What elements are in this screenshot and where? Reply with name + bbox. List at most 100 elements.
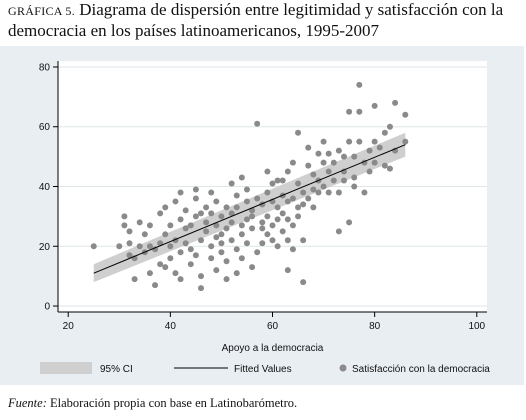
data-point — [136, 219, 143, 226]
chart-title: GRÁFICA 5. Diagrama de dispersión entre … — [8, 0, 523, 40]
data-point — [254, 120, 261, 127]
y-tick-label: 40 — [39, 182, 51, 193]
data-point — [157, 210, 164, 217]
data-point — [213, 267, 220, 274]
data-point — [284, 237, 291, 244]
data-point — [177, 216, 184, 223]
legend-points-label: Satisfacción con la democracia — [352, 364, 490, 375]
data-point — [223, 258, 230, 265]
data-point — [346, 219, 353, 226]
data-point — [310, 186, 317, 193]
data-point — [300, 189, 307, 196]
x-tick-label: 60 — [267, 321, 279, 332]
legend-ci-label: 95% CI — [100, 364, 133, 375]
data-point — [192, 252, 199, 259]
data-point — [182, 240, 189, 247]
data-point — [203, 219, 210, 226]
data-point — [213, 222, 220, 229]
data-point — [346, 138, 353, 145]
data-point — [233, 204, 240, 211]
data-point — [126, 252, 133, 259]
data-point — [315, 150, 322, 157]
data-point — [254, 195, 261, 202]
data-point — [320, 183, 327, 190]
source-label: Fuente: — [8, 396, 47, 410]
data-point — [126, 240, 133, 247]
data-point — [146, 222, 153, 229]
legend-fit-label: Fitted Values — [234, 364, 292, 375]
legend-points-swatch — [339, 364, 347, 372]
data-point — [335, 228, 342, 235]
data-point — [269, 180, 276, 187]
x-tick-label: 80 — [369, 321, 381, 332]
data-point — [228, 237, 235, 244]
source-note: Fuente: Elaboración propia con base en L… — [8, 396, 297, 411]
data-point — [371, 138, 378, 145]
data-point — [320, 138, 327, 145]
data-point — [121, 213, 128, 220]
data-point — [264, 189, 271, 196]
data-point — [213, 198, 220, 205]
data-point — [233, 246, 240, 253]
data-point — [300, 237, 307, 244]
y-tick-label: 60 — [39, 122, 51, 133]
data-point — [259, 225, 266, 232]
data-point — [402, 111, 409, 118]
data-point — [233, 270, 240, 277]
data-point — [167, 255, 174, 262]
data-point — [167, 243, 174, 250]
data-point — [284, 267, 291, 274]
data-point — [254, 249, 261, 256]
data-point — [192, 195, 199, 202]
data-point — [300, 201, 307, 208]
data-point — [238, 231, 245, 238]
data-point — [198, 237, 204, 244]
data-point — [203, 204, 210, 211]
data-point — [203, 228, 210, 235]
data-point — [320, 159, 327, 166]
data-point — [279, 228, 286, 235]
chart-panel: 0 20 40 60 80 20 40 60 80 100 Apoyo a la democraci… — [0, 46, 524, 385]
data-point — [162, 204, 169, 211]
data-point — [366, 168, 373, 175]
data-point — [223, 276, 230, 283]
data-point — [177, 249, 184, 256]
data-point — [325, 168, 332, 175]
x-axis-title: Apoyo a la democracia — [222, 343, 324, 354]
data-point — [198, 285, 204, 292]
data-point — [274, 204, 281, 211]
data-point — [146, 270, 153, 277]
scatter-chart: 0 20 40 60 80 20 40 60 80 100 Apoyo a la democraci… — [39, 61, 490, 375]
data-point — [121, 222, 128, 229]
data-point — [233, 192, 240, 199]
data-point — [218, 213, 225, 220]
data-point — [341, 177, 347, 184]
data-point — [305, 162, 312, 169]
data-point — [289, 246, 296, 253]
data-point — [136, 243, 143, 250]
data-point — [259, 240, 266, 247]
data-point — [228, 210, 235, 217]
data-point — [249, 213, 256, 220]
data-point — [335, 147, 342, 154]
data-point — [351, 174, 358, 181]
data-point — [243, 240, 250, 247]
data-point — [167, 222, 174, 229]
data-point — [300, 279, 307, 286]
data-point — [376, 144, 383, 151]
data-point — [192, 213, 199, 220]
data-point — [243, 216, 250, 223]
data-point — [198, 273, 204, 280]
data-point — [361, 189, 368, 196]
data-point — [198, 210, 204, 217]
x-tick-label: 40 — [165, 321, 177, 332]
data-point — [310, 204, 317, 211]
x-tick-label: 20 — [63, 321, 75, 332]
data-point — [157, 261, 164, 268]
data-point — [208, 255, 215, 262]
y-tick-label: 0 — [44, 302, 50, 313]
data-point — [228, 219, 235, 226]
data-point — [208, 189, 215, 196]
data-point — [238, 174, 245, 181]
y-tick-label: 20 — [39, 242, 51, 253]
